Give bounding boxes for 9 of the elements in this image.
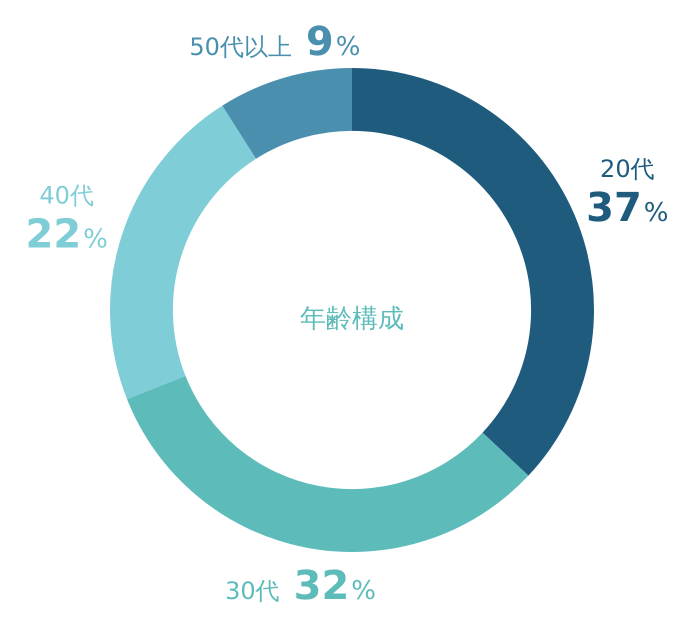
data-label: 37% (586, 184, 669, 231)
slice-label: 30代 (225, 577, 280, 606)
slice-label: 50代以上 (189, 33, 292, 62)
data-label: 32% (294, 563, 376, 610)
slice-label: 40代 (39, 181, 94, 210)
slice-label: 20代 (600, 154, 655, 183)
data-label: 22% (26, 211, 108, 258)
data-label: 9% (306, 19, 360, 66)
text: 年齢構成 (300, 304, 404, 334)
